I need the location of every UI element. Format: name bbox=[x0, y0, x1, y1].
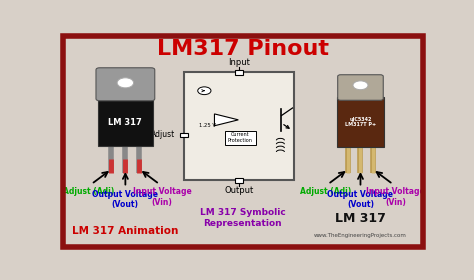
FancyBboxPatch shape bbox=[98, 97, 153, 146]
Text: LM 317 Symbolic
Representation: LM 317 Symbolic Representation bbox=[200, 208, 286, 228]
Text: Input Voltage
(Vin): Input Voltage (Vin) bbox=[133, 187, 191, 207]
Text: LM 317: LM 317 bbox=[335, 213, 386, 225]
Bar bbox=[180, 132, 188, 137]
Text: Current
Protection: Current Protection bbox=[228, 132, 253, 143]
Circle shape bbox=[353, 81, 368, 90]
Text: Output: Output bbox=[225, 186, 254, 195]
Text: Adjust: Adjust bbox=[151, 130, 175, 139]
Bar bbox=[225, 130, 256, 145]
Text: uJC5342
LM317T P+: uJC5342 LM317T P+ bbox=[345, 116, 376, 127]
Circle shape bbox=[198, 87, 211, 95]
Text: Output Voltage
(Vout): Output Voltage (Vout) bbox=[328, 190, 393, 209]
Text: Adjust (Adj): Adjust (Adj) bbox=[300, 188, 351, 197]
Bar bbox=[235, 178, 243, 183]
Text: Input: Input bbox=[228, 58, 250, 67]
FancyBboxPatch shape bbox=[337, 97, 384, 146]
Bar bbox=[184, 73, 294, 180]
Text: 1.25 V: 1.25 V bbox=[199, 123, 216, 128]
FancyBboxPatch shape bbox=[96, 68, 155, 101]
Text: Adjust (Adj): Adjust (Adj) bbox=[63, 187, 114, 197]
Text: LM317 Pinout: LM317 Pinout bbox=[157, 39, 329, 59]
Polygon shape bbox=[214, 114, 238, 126]
Text: Input Voltage
(Vin): Input Voltage (Vin) bbox=[366, 188, 425, 207]
Text: LM 317 Animation: LM 317 Animation bbox=[72, 226, 179, 236]
Bar bbox=[235, 70, 243, 75]
Text: www.TheEngineeringProjects.com: www.TheEngineeringProjects.com bbox=[314, 234, 407, 239]
Text: LM 317: LM 317 bbox=[109, 118, 142, 127]
Ellipse shape bbox=[117, 78, 134, 88]
Text: Output Voltage
(Vout): Output Voltage (Vout) bbox=[92, 190, 158, 209]
FancyBboxPatch shape bbox=[337, 75, 383, 100]
